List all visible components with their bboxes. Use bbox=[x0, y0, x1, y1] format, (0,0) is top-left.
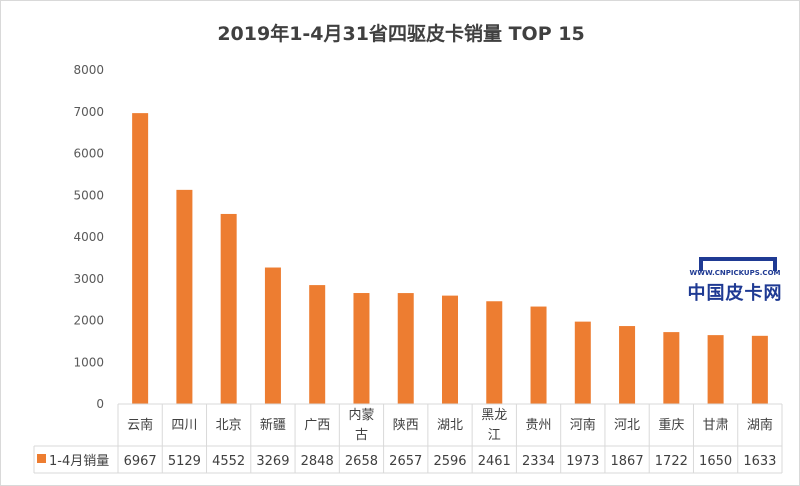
x-tick-label: 河北 bbox=[614, 418, 640, 433]
x-tick-label: 河南 bbox=[570, 417, 596, 433]
x-tick-label: 湖北 bbox=[437, 418, 463, 433]
bar bbox=[264, 267, 281, 404]
data-label: 1722 bbox=[655, 454, 688, 469]
bar bbox=[176, 189, 193, 404]
y-tick-label: 5000 bbox=[73, 188, 104, 202]
bar bbox=[220, 213, 237, 404]
bar bbox=[442, 295, 458, 404]
data-label: 2658 bbox=[345, 454, 378, 469]
x-tick-label: 新疆 bbox=[260, 417, 286, 433]
bar bbox=[663, 332, 680, 404]
x-tick-label: 古 bbox=[355, 428, 368, 443]
y-tick-label: 2000 bbox=[73, 314, 104, 328]
bar bbox=[574, 321, 591, 404]
y-tick-label: 0 bbox=[96, 397, 104, 411]
y-tick-label: 1000 bbox=[73, 355, 104, 369]
data-label: 2334 bbox=[522, 454, 555, 469]
data-label: 1973 bbox=[566, 454, 599, 469]
y-tick-label: 3000 bbox=[73, 272, 104, 286]
bar bbox=[397, 293, 414, 404]
data-label: 1633 bbox=[743, 454, 776, 469]
x-tick-label: 湖南 bbox=[747, 417, 773, 433]
data-label: 2461 bbox=[478, 454, 511, 469]
bar bbox=[486, 301, 503, 404]
x-tick-label: 重庆 bbox=[658, 417, 684, 433]
legend-swatch bbox=[37, 454, 46, 463]
x-tick-label: 云南 bbox=[127, 417, 153, 433]
watermark-logo: WWW.CNPICKUPS.COM 中国皮卡网 bbox=[685, 257, 785, 304]
x-tick-label: 贵州 bbox=[526, 418, 552, 433]
logo-url: WWW.CNPICKUPS.COM bbox=[689, 269, 781, 277]
bar bbox=[619, 326, 636, 404]
y-tick-label: 8000 bbox=[73, 63, 104, 77]
data-label: 2848 bbox=[301, 454, 334, 469]
bar bbox=[707, 335, 724, 404]
x-tick-label: 甘肃 bbox=[703, 418, 729, 433]
x-tick-label: 黑龙 bbox=[481, 408, 507, 423]
x-tick-label: 北京 bbox=[216, 418, 242, 433]
x-tick-label: 陕西 bbox=[393, 418, 419, 433]
data-label: 2596 bbox=[433, 454, 466, 469]
y-tick-label: 4000 bbox=[73, 230, 104, 244]
data-label: 1867 bbox=[611, 454, 644, 469]
x-tick-label: 江 bbox=[488, 428, 501, 443]
logo-name: 中国皮卡网 bbox=[687, 283, 783, 304]
y-tick-label: 7000 bbox=[73, 105, 104, 119]
bar bbox=[530, 306, 547, 404]
bar bbox=[132, 113, 149, 404]
y-tick-label: 6000 bbox=[73, 147, 104, 161]
x-tick-label: 四川 bbox=[171, 418, 197, 433]
data-label: 1650 bbox=[699, 454, 732, 469]
chart-title: 2019年1-4月31省四驱皮卡销量 TOP 15 bbox=[217, 23, 585, 45]
x-tick-label: 广西 bbox=[304, 418, 330, 433]
bar bbox=[751, 335, 768, 404]
data-label: 5129 bbox=[168, 454, 201, 469]
legend-label: 1-4月销量 bbox=[49, 454, 109, 469]
data-label: 2657 bbox=[389, 454, 422, 469]
bar bbox=[353, 293, 370, 404]
bar bbox=[309, 285, 326, 404]
data-label: 6967 bbox=[124, 454, 157, 469]
data-label: 3269 bbox=[256, 454, 289, 469]
x-tick-label: 内蒙 bbox=[348, 407, 374, 423]
data-label: 4552 bbox=[212, 454, 245, 469]
logo-roof-icon bbox=[699, 257, 777, 271]
